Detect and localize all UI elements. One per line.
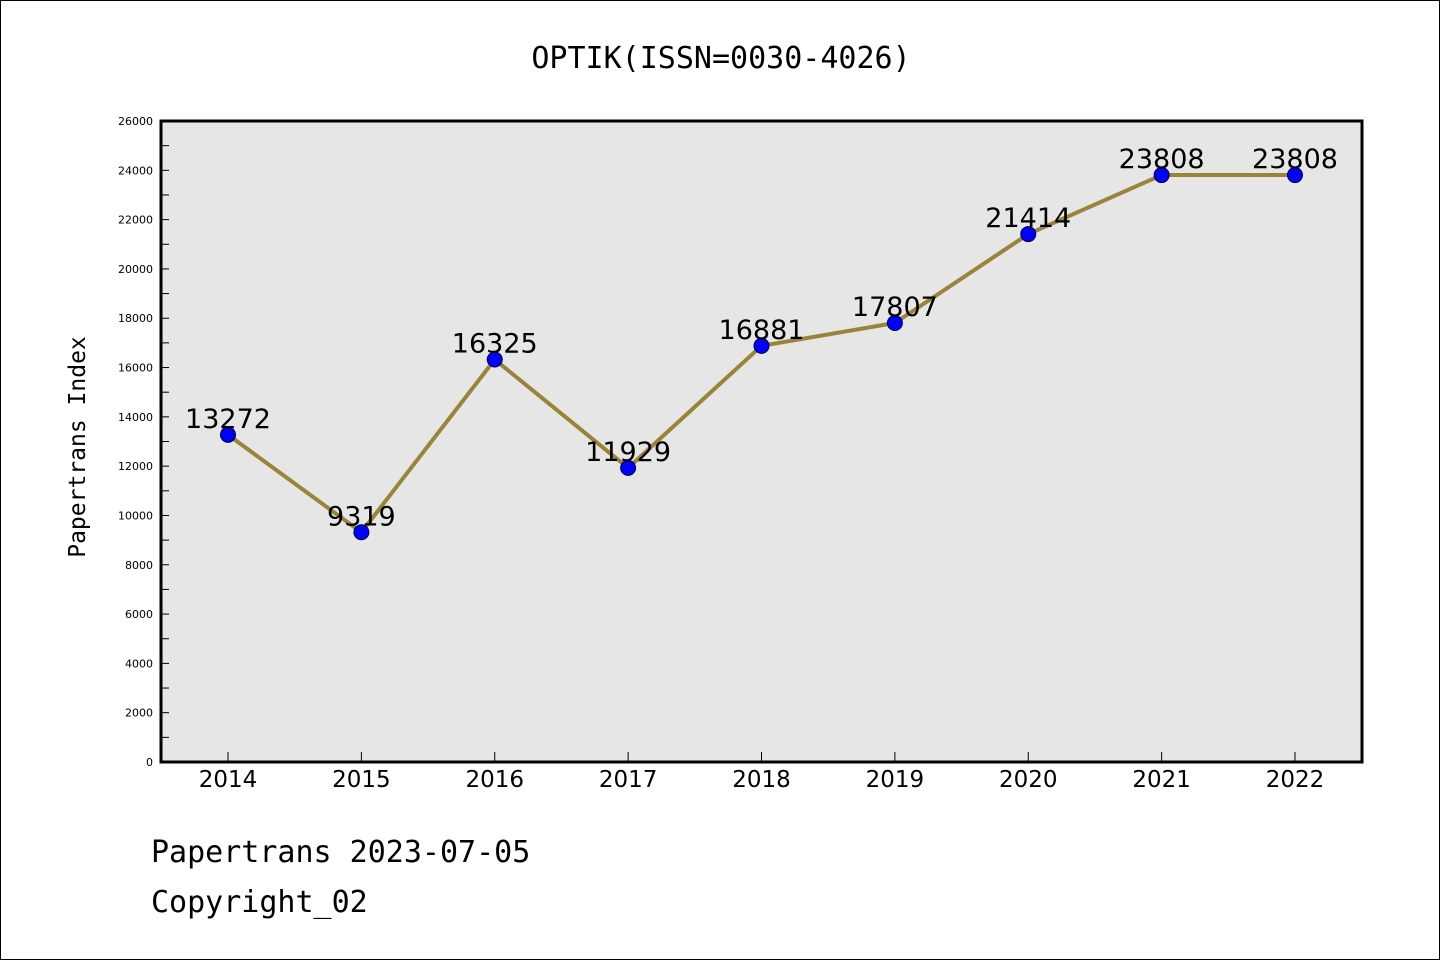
y-tick-label: 20000 xyxy=(118,263,153,276)
data-point xyxy=(1153,167,1170,184)
y-tick-label: 24000 xyxy=(118,164,153,177)
points-layer xyxy=(220,167,1303,541)
data-point xyxy=(753,337,770,354)
footer-date: Papertrans 2023-07-05 xyxy=(151,835,531,870)
data-point xyxy=(620,459,637,476)
y-tick-label: 22000 xyxy=(118,214,153,227)
chart-title: OPTIK(ISSN=0030-4026) xyxy=(531,41,910,76)
y-tick-label: 12000 xyxy=(118,460,153,473)
data-point xyxy=(220,426,236,443)
data-point xyxy=(1020,226,1037,243)
data-label: 13272 xyxy=(185,404,271,435)
x-axis: 2014 2015 2016 2017 2018 2019 2020 2021 2022 xyxy=(199,752,1325,793)
x-tick-label: 2022 xyxy=(1266,767,1325,793)
data-label: 9319 xyxy=(327,501,396,532)
x-tick-label: 2017 xyxy=(599,767,658,793)
y-tick-label: 2000 xyxy=(125,707,153,720)
y-tick-label: 8000 xyxy=(125,559,153,572)
x-tick-label: 2016 xyxy=(465,767,524,793)
data-point xyxy=(353,524,370,541)
x-tick-label: 2020 xyxy=(999,767,1058,793)
y-tick-label: 4000 xyxy=(125,657,153,670)
y-axis: 0 2000 4000 6000 8000 10000 12000 14000 16000 180… xyxy=(118,115,169,769)
x-tick-label: 2019 xyxy=(866,767,925,793)
y-axis-label: Papertrans Index xyxy=(65,336,91,558)
plot-area xyxy=(161,121,1362,762)
y-tick-label: 10000 xyxy=(118,509,153,522)
data-label: 11929 xyxy=(585,437,671,468)
y-tick-label: 26000 xyxy=(118,115,153,128)
data-label: 16881 xyxy=(719,315,805,346)
data-point xyxy=(486,351,503,368)
data-label: 23808 xyxy=(1119,144,1205,175)
data-label: 23808 xyxy=(1252,144,1338,175)
x-tick-label: 2014 xyxy=(199,767,258,793)
data-label: 17807 xyxy=(852,292,938,323)
plot-border xyxy=(159,119,1364,764)
data-label: 16325 xyxy=(452,329,538,360)
y-tick-label: 0 xyxy=(146,756,153,769)
x-tick-label: 2018 xyxy=(732,767,791,793)
y-tick-label: 16000 xyxy=(118,362,153,375)
data-labels-layer: 13272 9319 16325 11929 16881 17807 21414 23808 2… xyxy=(185,144,1338,532)
data-point xyxy=(886,314,903,331)
x-tick-label: 2015 xyxy=(332,767,391,793)
data-point xyxy=(1287,167,1303,184)
y-tick-label: 18000 xyxy=(118,312,153,325)
footer-copyright: Copyright_02 xyxy=(151,885,368,920)
y-tick-label: 14000 xyxy=(118,411,153,424)
x-tick-label: 2021 xyxy=(1132,767,1191,793)
y-tick-label: 6000 xyxy=(125,608,153,621)
data-label: 21414 xyxy=(985,203,1071,234)
